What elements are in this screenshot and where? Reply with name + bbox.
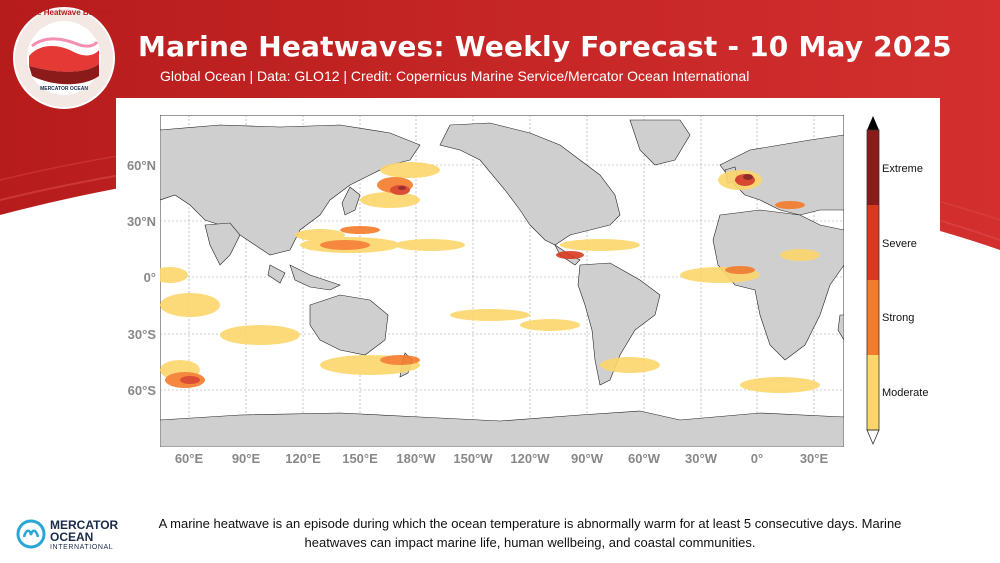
- legend-swatch-moderate: [867, 355, 879, 430]
- lon-label: 30°W: [685, 451, 717, 466]
- brand-line3: INTERNATIONAL: [50, 544, 114, 551]
- legend-swatch-extreme: [867, 130, 879, 205]
- brand-line2: OCEAN: [50, 530, 94, 544]
- heatwave-patches: [152, 162, 820, 393]
- legend-label-extreme: Extreme: [882, 163, 923, 175]
- lat-label-0: 0°: [143, 270, 156, 285]
- legend-label-strong: Strong: [882, 312, 915, 324]
- lon-label: 60°W: [628, 451, 660, 466]
- lat-label-60n: 60°N: [126, 158, 156, 173]
- lon-label: 120°W: [510, 451, 550, 466]
- legend-colorbar: [866, 114, 880, 451]
- lat-label-30s: 30°S: [127, 327, 156, 342]
- lon-label: 150°E: [342, 451, 378, 466]
- lon-label: 150°W: [453, 451, 493, 466]
- legend-swatch-strong: [867, 280, 879, 355]
- lon-label: 90°E: [231, 451, 261, 466]
- legend-label-moderate: Moderate: [882, 387, 929, 399]
- lat-label-60s: 60°S: [127, 383, 156, 398]
- page-title: Marine Heatwaves: Weekly Forecast - 10 M…: [138, 30, 952, 63]
- lon-label: 60°E: [174, 451, 204, 466]
- mercator-ocean-logo: [16, 516, 136, 556]
- legend-swatch-severe: [867, 205, 879, 280]
- lon-label: 0°: [750, 451, 764, 466]
- footer-description: A marine heatwave is an episode during w…: [158, 516, 902, 550]
- lon-label: 180°W: [396, 451, 436, 466]
- badge-text: Marine Heatwave Bulletin: [15, 8, 113, 17]
- badge-org-text: MERCATOR OCEAN: [40, 86, 88, 92]
- world-map: [152, 114, 845, 452]
- brand-line1: MERCATOR: [50, 518, 119, 532]
- legend-label-severe: Severe: [882, 238, 917, 250]
- lat-label-30n: 30°N: [126, 214, 156, 229]
- bulletin-badge-logo: MERCATOR OCEAN Marine Heatwave Bulletin: [12, 6, 116, 110]
- lon-label: 30°E: [799, 451, 829, 466]
- lon-label: 120°E: [285, 451, 321, 466]
- page-subtitle: Global Ocean | Data: GLO12 | Credit: Cop…: [160, 68, 750, 84]
- lon-label: 90°W: [571, 451, 603, 466]
- land-masses: [159, 119, 845, 448]
